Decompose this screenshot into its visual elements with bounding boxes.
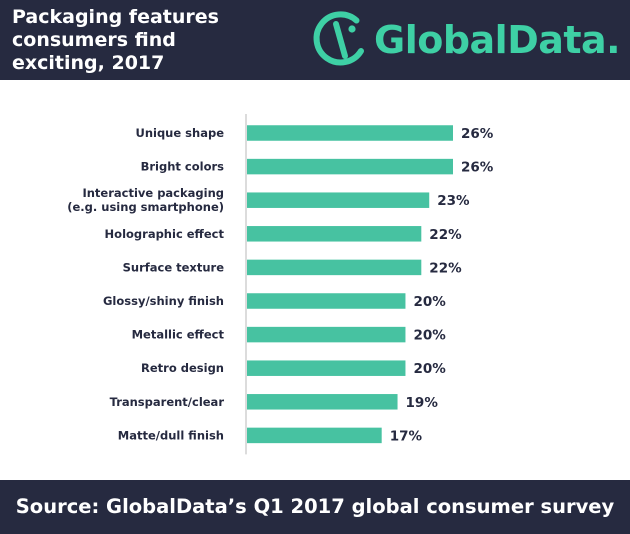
category-label: Surface texture xyxy=(123,260,225,274)
title-line-3: exciting, 2017 xyxy=(12,52,165,74)
category-label: Transparent/clear xyxy=(110,395,225,409)
value-label: 17% xyxy=(390,428,423,444)
bar xyxy=(247,427,382,444)
category-label: Matte/dull finish xyxy=(118,428,224,442)
value-label: 20% xyxy=(413,294,446,310)
category-label: Unique shape xyxy=(135,126,224,140)
category-label: Metallic effect xyxy=(132,328,225,342)
category-label: Retro design xyxy=(141,361,224,375)
bar xyxy=(247,125,453,141)
source-note: Source: GlobalData’s Q1 2017 global cons… xyxy=(15,495,615,518)
category-label: Bright colors xyxy=(141,160,225,174)
globaldata-logo: GlobalData. xyxy=(312,10,624,70)
bar xyxy=(247,360,406,376)
category-label: Holographic effect xyxy=(105,227,225,241)
bar xyxy=(247,394,398,410)
bar xyxy=(247,158,453,175)
value-label: 23% xyxy=(437,193,470,209)
value-label: 19% xyxy=(406,395,439,411)
bar xyxy=(247,226,422,242)
value-label: 22% xyxy=(429,260,462,276)
value-label: 22% xyxy=(429,227,462,243)
value-label: 20% xyxy=(413,361,446,377)
value-label: 26% xyxy=(461,126,494,142)
chart-title: Packaging features consumers find exciti… xyxy=(12,6,302,75)
bar xyxy=(247,326,406,343)
value-label: 26% xyxy=(461,160,494,176)
logo-wordmark: GlobalData. xyxy=(374,18,621,62)
bar xyxy=(247,293,406,309)
category-label: (e.g. using smartphone) xyxy=(67,200,224,214)
title-line-2: consumers find xyxy=(12,29,176,51)
globaldata-logo-icon xyxy=(313,11,364,66)
bar-chart: 26% Unique shape 26% Bright colors 23% Intera… xyxy=(67,114,494,455)
footer-banner: Source: GlobalData’s Q1 2017 global cons… xyxy=(0,480,630,534)
value-label: 20% xyxy=(413,328,446,344)
title-line-1: Packaging features xyxy=(12,6,219,28)
chart-area: 26% Unique shape 26% Bright colors 23% Intera… xyxy=(0,80,630,480)
category-label: Interactive packaging xyxy=(82,186,224,200)
category-label: Glossy/shiny finish xyxy=(103,294,224,308)
bar xyxy=(247,192,430,208)
header-banner: Packaging features consumers find exciti… xyxy=(0,0,630,80)
bar xyxy=(247,259,422,276)
